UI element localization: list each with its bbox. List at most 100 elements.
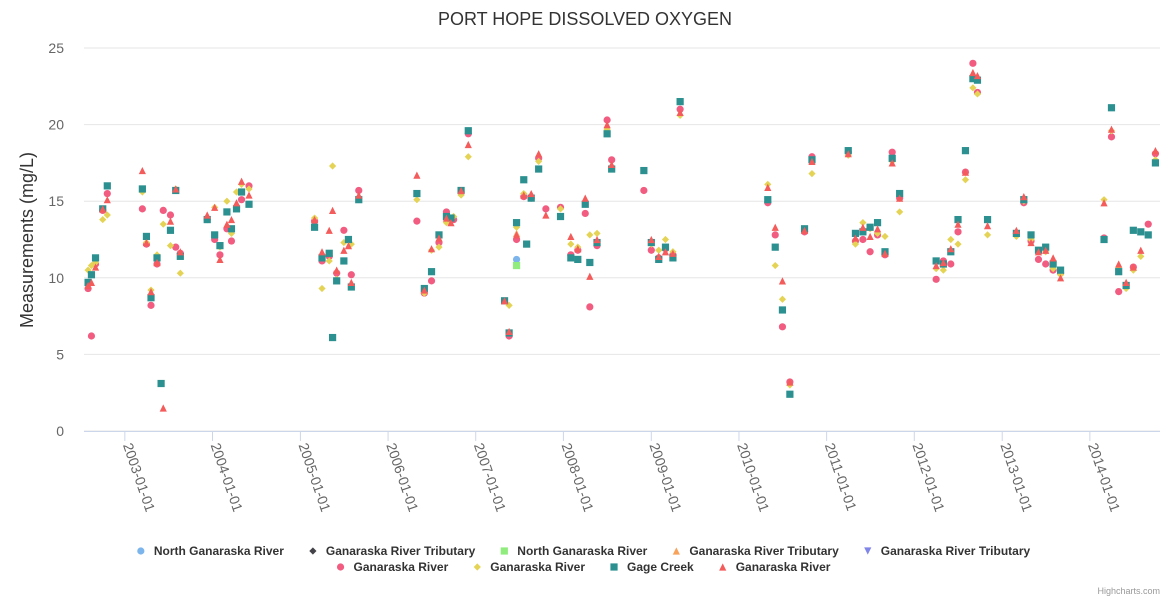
data-point (771, 243, 779, 251)
legend-item[interactable]: Ganaraska River Tributary (864, 544, 1030, 558)
data-point (1012, 226, 1020, 234)
data-point (512, 255, 521, 264)
data-point (347, 278, 355, 286)
data-point (1042, 260, 1050, 268)
data-point (669, 254, 677, 262)
data-point (771, 261, 779, 270)
data-point (888, 154, 896, 162)
legend-label: Ganaraska River Tributary (326, 544, 476, 558)
legend-label: Ganaraska River Tributary (881, 544, 1031, 558)
data-point (310, 215, 319, 224)
data-point (147, 287, 155, 296)
data-point (771, 223, 779, 231)
data-point (520, 191, 528, 199)
data-point (245, 191, 253, 199)
data-point (896, 208, 904, 216)
data-point (581, 200, 589, 208)
data-point (203, 215, 211, 224)
data-point (176, 252, 184, 260)
legend-item[interactable]: Ganaraska River (336, 560, 449, 574)
data-point (237, 196, 246, 204)
data-point (1034, 248, 1043, 256)
data-point (586, 303, 594, 311)
data-point (808, 157, 816, 165)
legend-item[interactable]: Ganaraska River (473, 560, 586, 574)
data-point (764, 183, 772, 192)
data-point (1129, 263, 1137, 271)
data-point (647, 246, 655, 254)
data-point (655, 252, 663, 260)
data-point (166, 217, 175, 225)
data-point (99, 215, 107, 224)
data-point (859, 219, 867, 227)
legend-item[interactable]: North Ganaraska River (137, 544, 284, 558)
data-point (211, 203, 219, 211)
data-point (166, 226, 175, 234)
data-point (1042, 246, 1050, 254)
data-point (340, 246, 348, 254)
data-point (969, 59, 977, 67)
data-point (245, 185, 253, 193)
data-point (661, 243, 670, 251)
series-0-group (512, 255, 521, 264)
data-point (866, 223, 874, 231)
data-point (223, 208, 231, 216)
data-point (1151, 147, 1160, 155)
data-point (535, 157, 543, 165)
y-tick-label: 0 (56, 423, 64, 439)
credits-link[interactable]: Highcharts.com (1097, 586, 1160, 596)
data-point (435, 234, 443, 242)
data-point (147, 301, 155, 309)
data-point (103, 196, 111, 204)
data-point (310, 223, 319, 231)
data-point (157, 379, 165, 388)
data-point (427, 277, 436, 285)
data-point (1049, 254, 1057, 262)
data-point (608, 165, 616, 173)
data-point (318, 248, 326, 256)
data-point (413, 196, 421, 204)
data-point (778, 323, 787, 331)
legend-item[interactable]: Ganaraska River Tributary (672, 544, 839, 558)
data-point (355, 191, 363, 199)
data-point (527, 189, 535, 198)
data-point (603, 130, 611, 138)
legend-item[interactable]: Gage Creek (610, 560, 694, 574)
legend: North Ganaraska River Ganaraska River Tri… (137, 544, 1030, 574)
data-point (523, 240, 531, 248)
data-point (859, 235, 867, 244)
legend-symbol (500, 547, 508, 555)
y-tick-label: 15 (48, 193, 64, 209)
data-point (669, 249, 677, 257)
data-point (176, 248, 184, 256)
data-point (771, 231, 779, 239)
data-point (844, 150, 852, 158)
data-point (932, 261, 940, 270)
data-point (896, 194, 904, 202)
legend-item[interactable]: Ganaraska River Tributary (309, 544, 476, 558)
data-point (103, 189, 111, 198)
data-point (318, 254, 326, 262)
data-point (574, 255, 582, 264)
data-point (447, 214, 455, 222)
data-point (888, 159, 896, 167)
data-point (954, 220, 962, 228)
data-point (457, 186, 465, 195)
data-point (778, 277, 787, 285)
data-point (347, 283, 355, 291)
data-point (1100, 235, 1108, 244)
data-point (800, 226, 809, 234)
legend-label: Ganaraska River (490, 560, 585, 574)
data-point (947, 235, 955, 244)
series-8-group (84, 68, 1160, 412)
legend-item[interactable]: Ganaraska River (719, 560, 831, 574)
data-point (647, 235, 655, 244)
legend-item[interactable]: North Ganaraska River (500, 544, 648, 558)
data-point (954, 215, 962, 224)
data-point (661, 248, 670, 256)
data-point (512, 261, 521, 270)
legend-label: Ganaraska River (354, 560, 449, 574)
data-point (1107, 125, 1116, 133)
data-point (413, 217, 421, 225)
data-point (227, 215, 236, 224)
